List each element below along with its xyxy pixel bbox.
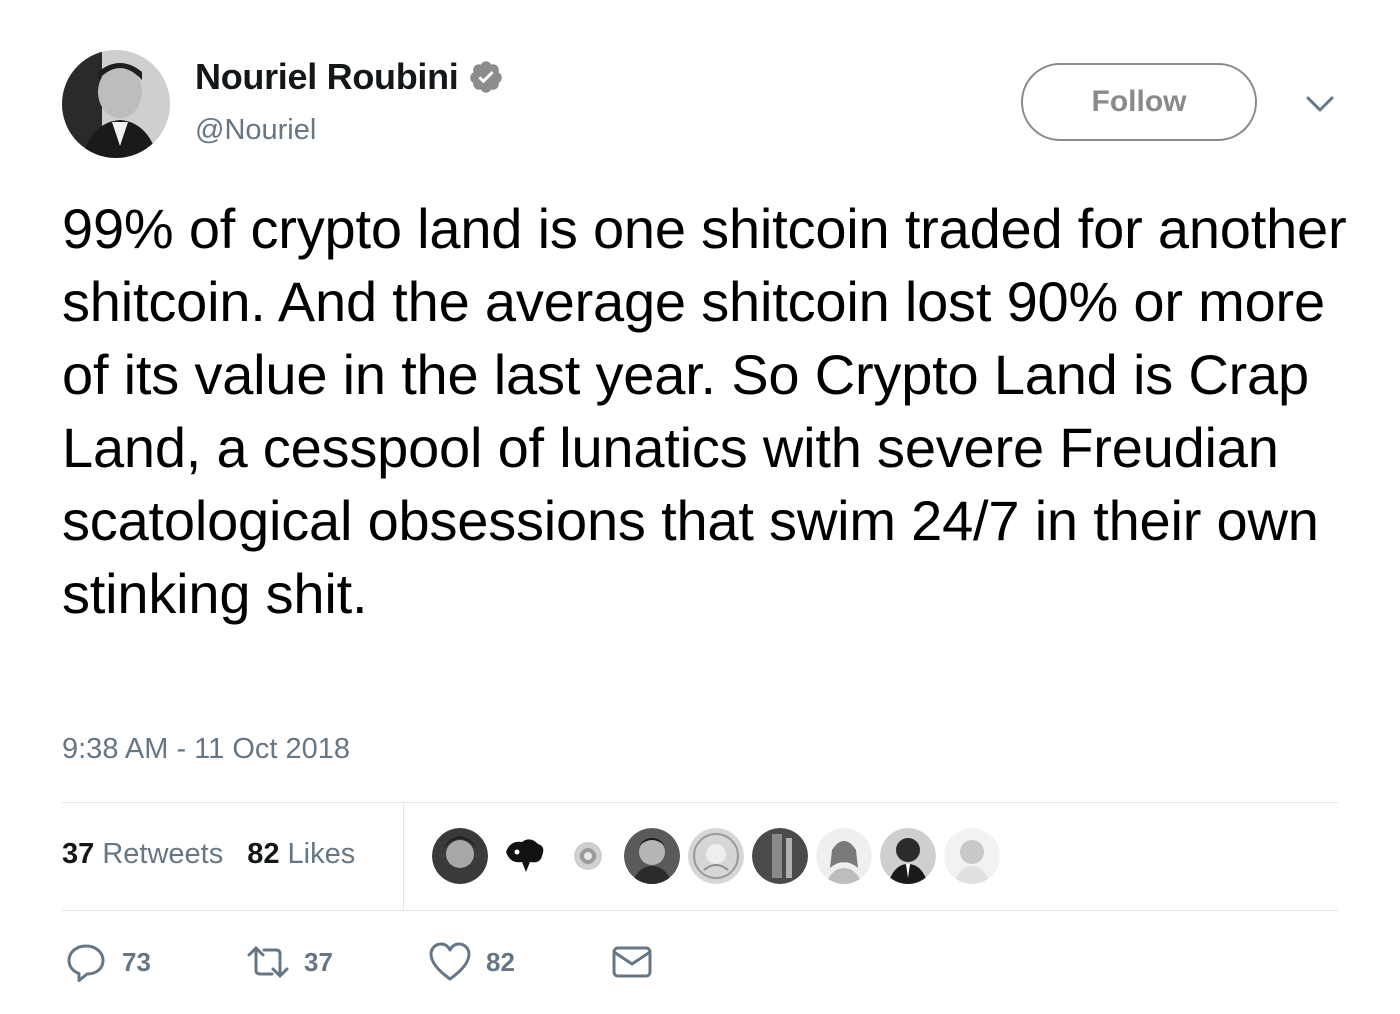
author-avatar[interactable] — [62, 50, 170, 158]
like-count: 82 — [486, 946, 515, 977]
retweets-count: 37 — [62, 838, 95, 870]
author-handle[interactable]: @Nouriel — [195, 114, 317, 146]
likes-count: 82 — [247, 838, 280, 870]
liker-avatar[interactable] — [688, 828, 744, 884]
liker-avatar[interactable] — [880, 828, 936, 884]
divider-vertical — [403, 803, 404, 910]
follow-button[interactable]: Follow — [1021, 63, 1257, 141]
like-button[interactable]: 82 — [426, 938, 608, 986]
retweet-icon — [247, 946, 289, 978]
reply-icon — [67, 944, 105, 982]
retweet-button[interactable]: 37 — [244, 938, 426, 986]
divider-bottom — [62, 910, 1338, 911]
tweet-actions: 73 37 82 — [62, 938, 656, 986]
liker-avatar[interactable] — [432, 828, 488, 884]
retweets-stat[interactable]: 37 Retweets — [62, 838, 223, 871]
retweet-count: 37 — [304, 946, 333, 977]
liker-avatar[interactable] — [752, 828, 808, 884]
retweets-label: Retweets — [102, 838, 224, 870]
direct-message-button[interactable] — [608, 938, 656, 986]
verified-badge-icon — [468, 59, 504, 95]
heart-icon — [429, 942, 471, 981]
liker-avatar[interactable] — [496, 828, 552, 884]
author-display-name[interactable]: Nouriel Roubini — [195, 56, 459, 97]
liker-avatars — [432, 828, 1000, 884]
reply-count: 73 — [122, 946, 151, 977]
liker-avatar[interactable] — [816, 828, 872, 884]
tweet-stats: 37 Retweets 82 Likes — [62, 838, 355, 871]
likes-label: Likes — [287, 838, 356, 870]
liker-avatar[interactable] — [560, 828, 616, 884]
reply-button[interactable]: 73 — [62, 938, 244, 986]
envelope-icon — [612, 946, 652, 978]
liker-avatar[interactable] — [624, 828, 680, 884]
divider-top — [62, 802, 1338, 803]
tweet-text: 99% of crypto land is one shitcoin trade… — [62, 197, 1347, 625]
liker-avatar[interactable] — [944, 828, 1000, 884]
likes-stat[interactable]: 82 Likes — [247, 838, 355, 871]
author-name-row: Nouriel Roubini — [195, 56, 504, 98]
chevron-down-icon[interactable] — [1300, 90, 1340, 120]
tweet-timestamp[interactable]: 9:38 AM - 11 Oct 2018 — [62, 733, 351, 765]
